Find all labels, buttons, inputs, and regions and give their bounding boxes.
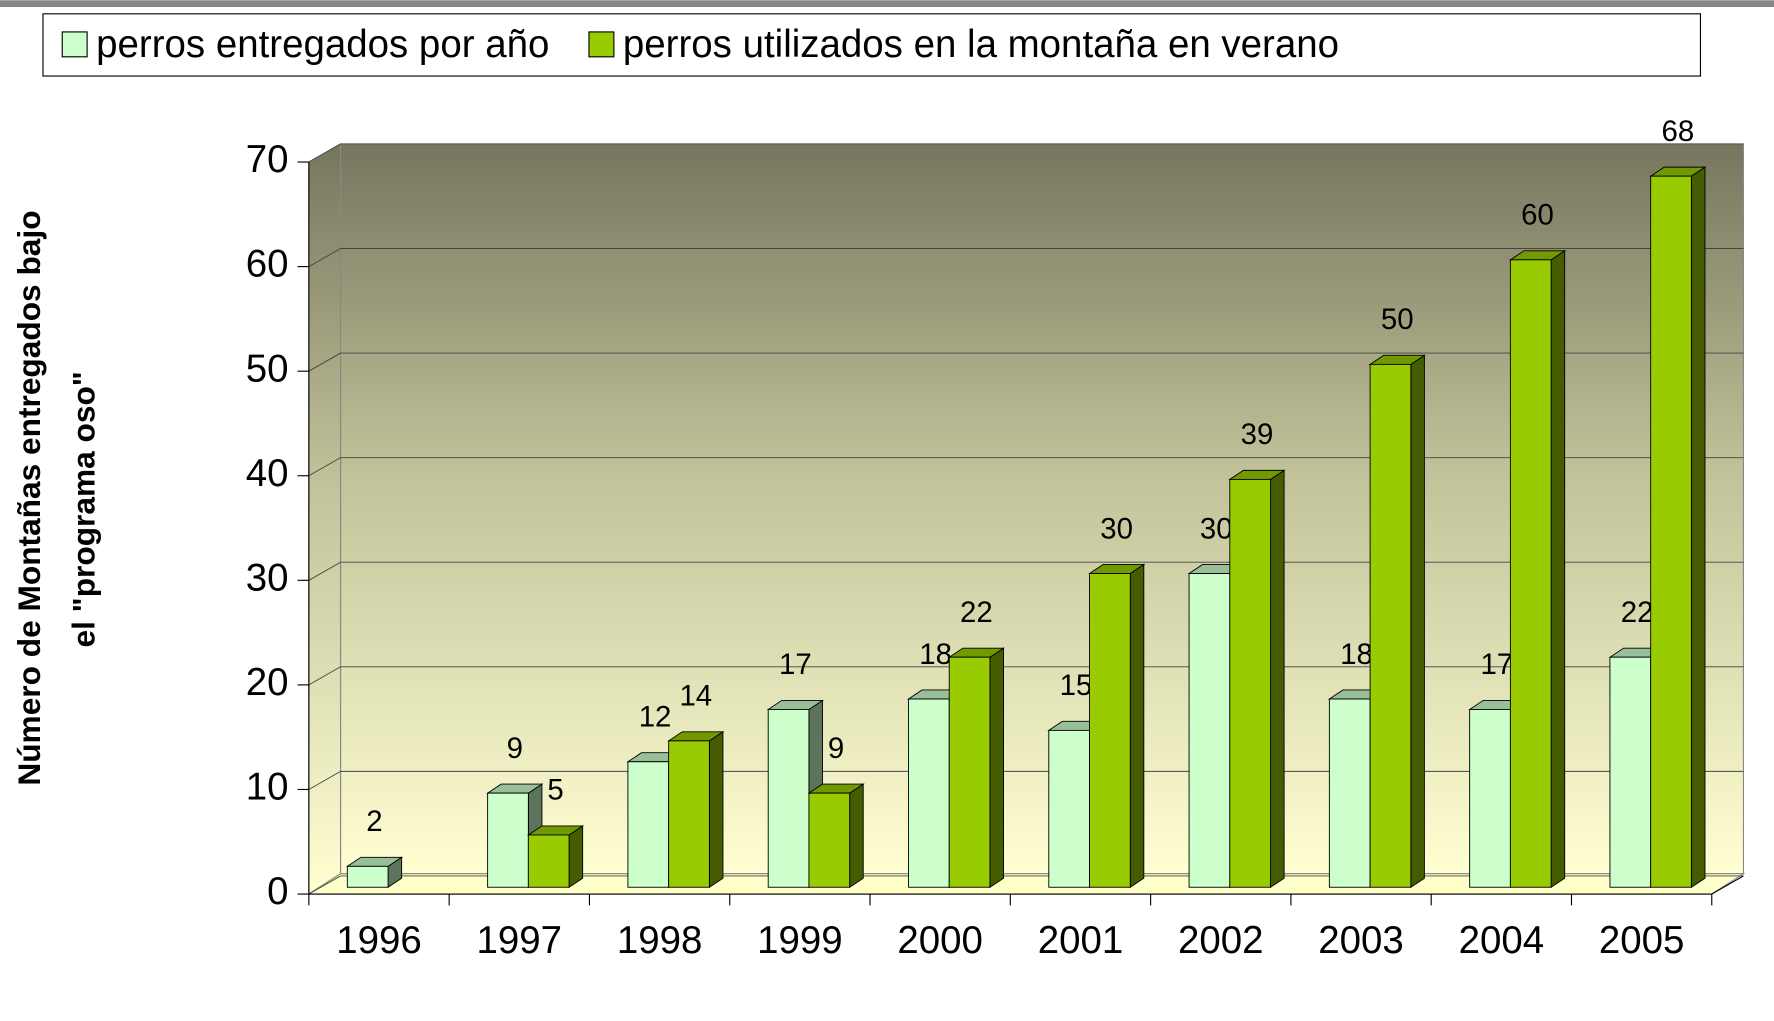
x-tick-label: 1999	[757, 919, 843, 962]
y-tick-label: 0	[267, 870, 288, 913]
value-label: 9	[507, 732, 523, 765]
bar-side	[989, 647, 1004, 889]
x-tick-label: 2000	[897, 919, 983, 962]
value-label: 68	[1661, 115, 1694, 148]
bar-front	[808, 792, 851, 888]
bar-front	[346, 865, 389, 888]
legend-label: perros utilizados en la montaña en veran…	[623, 23, 1339, 66]
bar	[1368, 354, 1426, 889]
bar-front	[1650, 175, 1692, 888]
bar-front	[1469, 709, 1511, 888]
x-tick-label: 2002	[1178, 919, 1264, 962]
bar-front	[1369, 363, 1412, 888]
bar	[345, 856, 404, 889]
bar-front	[1229, 478, 1271, 888]
legend-swatch	[61, 31, 88, 58]
y-tick-label: 20	[246, 661, 289, 704]
bar-front	[767, 709, 810, 888]
bar	[1088, 563, 1146, 889]
bar-side	[1550, 249, 1566, 889]
grid-line	[308, 875, 341, 895]
y-tick-label: 70	[246, 138, 289, 181]
x-tick-label: 1998	[617, 919, 703, 962]
bar	[1508, 249, 1567, 889]
value-label: 14	[679, 680, 712, 713]
value-label: 17	[779, 648, 812, 681]
x-tick-label: 1997	[477, 919, 563, 962]
y-axis-label: Número de Montañas entregados bajo	[11, 210, 47, 785]
grid-line	[308, 770, 341, 790]
x-axis-depth	[1711, 875, 1744, 895]
value-label: 12	[639, 701, 672, 734]
bar-side	[1129, 563, 1145, 889]
bar	[1228, 469, 1286, 889]
y-tick-label: 40	[246, 452, 289, 495]
frame-top	[0, 0, 1774, 8]
grid-line	[308, 248, 341, 268]
bar	[526, 825, 585, 889]
bar-side	[568, 825, 584, 889]
bar-front	[908, 698, 950, 888]
value-label: 18	[919, 638, 952, 671]
value-label: 18	[1340, 638, 1373, 671]
x-tick-label: 2005	[1599, 919, 1685, 962]
bar-front	[627, 761, 670, 888]
side-wall	[308, 142, 342, 896]
value-label: 17	[1480, 648, 1513, 681]
bar	[1327, 689, 1386, 889]
y-tick-label: 60	[246, 243, 289, 286]
bar	[807, 783, 865, 889]
grid-line	[308, 666, 341, 686]
y-tick-label: 10	[246, 766, 289, 809]
value-label: 2	[366, 805, 382, 838]
y-tick-label: 30	[246, 556, 289, 599]
legend-label: perros entregados por año	[96, 23, 549, 66]
bar	[947, 647, 1006, 889]
value-label: 50	[1381, 303, 1414, 336]
bar	[1649, 166, 1707, 889]
grid-line	[308, 457, 341, 477]
bar-front	[527, 834, 570, 888]
value-label: 5	[547, 774, 563, 807]
grid-line	[308, 352, 341, 372]
bar-front	[1509, 259, 1552, 888]
bar	[667, 730, 725, 889]
bar-front	[1328, 698, 1371, 888]
value-label: 15	[1060, 669, 1093, 702]
legend-box	[42, 13, 1702, 77]
bar-front	[1188, 573, 1231, 888]
bar-front	[668, 740, 710, 888]
legend: perros entregados por año perros utilizad…	[42, 13, 1702, 77]
value-label: 39	[1241, 418, 1274, 451]
bar-side	[1270, 469, 1285, 889]
value-label: 30	[1200, 512, 1233, 545]
value-label: 9	[828, 732, 844, 765]
value-label: 22	[960, 596, 993, 629]
bar-side	[708, 730, 724, 889]
bar-front	[1048, 729, 1090, 888]
bar-front	[1609, 656, 1652, 888]
value-label: 22	[1621, 596, 1654, 629]
x-tick-label: 2004	[1459, 919, 1545, 962]
bar-side	[1690, 166, 1706, 889]
x-tick-label: 2001	[1038, 919, 1124, 962]
y-axis-label: el "programa oso"	[65, 371, 101, 647]
y-tick-label: 50	[246, 347, 289, 390]
x-tick-label: 2003	[1318, 919, 1404, 962]
value-label: 30	[1100, 512, 1133, 545]
value-label: 60	[1521, 199, 1554, 232]
bar-front	[1089, 573, 1131, 888]
bar-front	[948, 656, 991, 888]
grid-line	[308, 143, 341, 163]
bar-front	[487, 792, 529, 888]
bar-side	[849, 783, 864, 889]
legend-swatch	[588, 31, 615, 58]
bar-side	[1410, 354, 1425, 889]
grid-line	[308, 561, 341, 581]
x-tick-label: 1996	[336, 919, 422, 962]
